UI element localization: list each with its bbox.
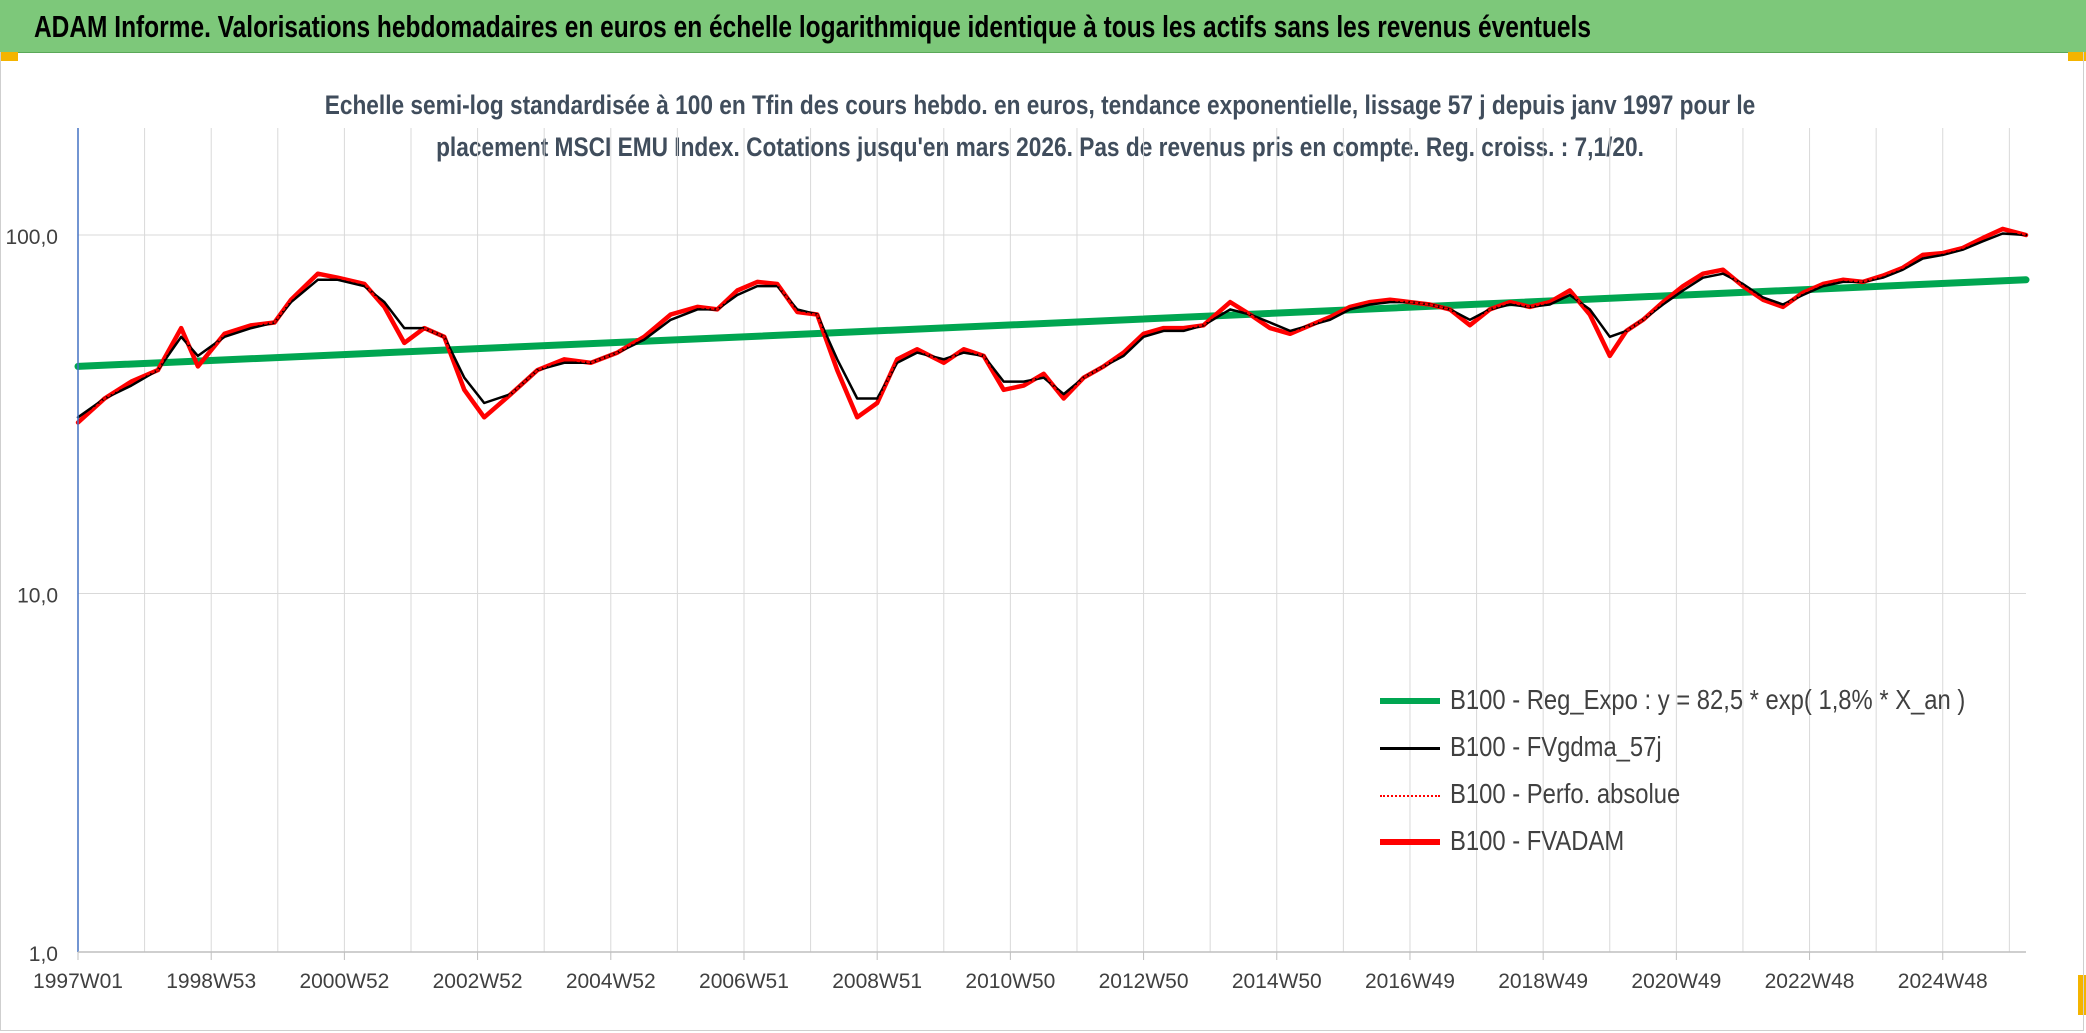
series-line-reg-expo [74,276,2030,370]
report-header: ADAM Informe. Valorisations hebdomadaire… [0,0,2086,53]
x-tick-label: 2020W49 [1631,970,1721,993]
y-tick-label: 10,0 [17,585,58,608]
legend-label-reg-expo: B100 - Reg_Expo : y = 82,5 * exp( 1,8% *… [1450,684,1966,715]
legend-swatch-fvgdma [1380,747,1440,750]
chart-axes [77,128,2026,960]
x-tick-label: 2000W52 [299,970,389,993]
chart-subtitle: Echelle semi-log standardisée à 100 en T… [180,84,1900,168]
chart-tick-labels: 1,0 10,0 100,0 1997W01 1998W53 2000W52 2002W52… [5,226,1987,993]
x-tick-label: 2004W52 [566,970,656,993]
x-tick-label: 2006W51 [699,970,789,993]
chart-series [74,226,2030,425]
x-tick-label: 1998W53 [166,970,256,993]
corner-marker-left [0,52,18,61]
x-tick-label: 2008W51 [832,970,922,993]
x-tick-label: 2024W48 [1898,970,1988,993]
legend-label-fvgdma: B100 - FVgdma_57j [1450,731,1662,762]
legend-label-perfo: B100 - Perfo. absolue [1450,778,1681,809]
legend-swatch-perfo [1380,795,1440,797]
corner-marker-bottom-right [2078,975,2086,1015]
legend-swatch-reg-expo [1380,698,1440,704]
report-title: ADAM Informe. Valorisations hebdomadaire… [34,9,1591,44]
x-tick-label: 2002W52 [433,970,523,993]
x-tick-label: 2012W50 [1099,970,1189,993]
x-tick-label: 1997W01 [33,970,123,993]
x-tick-label: 2016W49 [1365,970,1455,993]
chart-frame [0,52,2084,1031]
x-tick-label: 2010W50 [965,970,1055,993]
chart-subtitle-line-1: Echelle semi-log standardisée à 100 en T… [324,90,1756,120]
series-line-perfo [77,227,2027,424]
chart-subtitle-line-2: placement MSCI EMU Index. Cotations jusq… [436,132,1644,162]
y-tick-label: 1,0 [29,943,58,966]
x-tick-label: 2018W49 [1498,970,1588,993]
legend-label-fvadam: B100 - FVADAM [1450,825,1625,856]
chart-grid [77,128,2026,952]
x-tick-label: 2022W48 [1765,970,1855,993]
corner-marker-right [2068,52,2086,61]
x-tick-label: 2014W50 [1232,970,1322,993]
y-tick-label: 100,0 [5,226,58,249]
legend-swatch-fvadam [1380,839,1440,845]
